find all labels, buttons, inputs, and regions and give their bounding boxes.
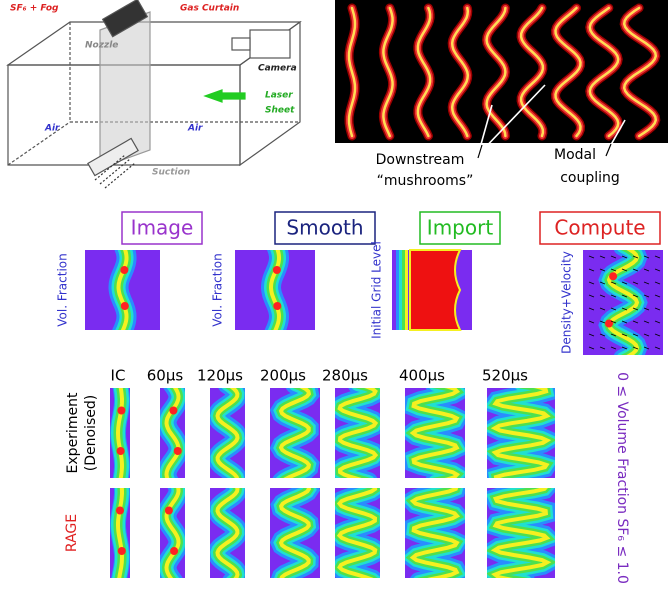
time-label: 400µs (399, 367, 445, 385)
grid-import (392, 250, 472, 330)
plume-core (273, 302, 281, 310)
plume-panel (110, 484, 130, 582)
laser-arrow (205, 90, 245, 102)
plume-core (121, 302, 129, 310)
plume-panel (487, 384, 555, 482)
gas-label: SF₆ + Fog (10, 4, 59, 14)
plume-core (116, 507, 124, 515)
camera-lens (232, 38, 250, 50)
annotation: Downstream (376, 152, 465, 168)
air-label: Air (44, 124, 60, 134)
annotation: Modal (554, 147, 596, 163)
time-label: 60µs (147, 367, 184, 385)
annotation: coupling (560, 170, 620, 186)
side-label: Vol. Fraction (56, 253, 70, 326)
plume-panel (405, 484, 465, 582)
nozzle-label: Nozzle (85, 41, 118, 51)
plume-core (120, 266, 128, 274)
plume-core (169, 407, 177, 415)
plume-panel (235, 246, 315, 334)
grid-band (396, 250, 399, 330)
plume-panel (160, 384, 185, 482)
camera-body (250, 30, 290, 58)
laser-label: Sheet (265, 106, 295, 116)
plume-core (605, 320, 613, 328)
arrow-tail (606, 144, 611, 156)
grid-region (410, 250, 460, 330)
row-label: Experiment (65, 392, 81, 473)
photo-annotations: Downstream “mushrooms” Modal coupling (376, 147, 620, 189)
time-label: IC (111, 367, 126, 385)
side-label: Initial Grid Level (370, 241, 384, 339)
curtain-label: Gas Curtain (180, 4, 239, 14)
plume-panel (210, 484, 245, 582)
plume-panel (270, 384, 320, 482)
step-title: Import (427, 216, 494, 240)
plume-core (118, 547, 126, 555)
plume-panel (110, 384, 130, 482)
time-label: 200µs (260, 367, 306, 385)
step-title: Compute (554, 216, 645, 240)
colorbar-label: 0 ≤ Volume Fraction SF₆ ≤ 1.0 (614, 372, 630, 584)
plume-panel (487, 484, 555, 582)
grid-band (402, 250, 405, 330)
plume-panel (270, 484, 320, 582)
plume-panel (583, 246, 663, 359)
side-label: Vol. Fraction (211, 253, 225, 326)
plume-core (170, 547, 178, 555)
suction-label: Suction (152, 168, 190, 178)
air-label: Air (187, 124, 203, 134)
figure: SF₆ + Fog Gas Curtain Nozzle Camera Lase… (0, 0, 671, 592)
setup-diagram (8, 0, 300, 188)
plume-panel (405, 384, 465, 482)
plume-panel (85, 246, 160, 334)
plume-panel (335, 484, 380, 582)
plume-panel (160, 484, 185, 582)
plume-core (174, 447, 182, 455)
row-label: (Denoised) (83, 395, 99, 471)
comparison: IC 60µs 120µs 200µs 280µs 400µs 520µs Experimen… (64, 367, 630, 584)
plume-core (609, 272, 617, 280)
plume-core (117, 447, 125, 455)
grid-band (399, 250, 402, 330)
time-label: 280µs (322, 367, 368, 385)
laser-label: Laser (265, 91, 293, 101)
side-label: Density+Velocity (560, 251, 574, 354)
plume-core (117, 407, 125, 415)
grid-band (405, 250, 408, 330)
step-title: Smooth (286, 216, 363, 240)
camera-label: Camera (258, 64, 297, 74)
plume-panel (335, 384, 380, 482)
plume-core (273, 266, 281, 274)
time-label: 120µs (197, 367, 243, 385)
row-label: RAGE (64, 514, 80, 552)
step-title: Image (131, 216, 194, 240)
plume-panel (210, 384, 245, 482)
annotation: “mushrooms” (377, 173, 474, 189)
time-label: 520µs (482, 367, 528, 385)
plume-core (165, 507, 173, 515)
box-edge (8, 122, 70, 165)
pipeline: Image Vol. Fraction Smooth Vol. Fraction Imp… (56, 212, 664, 359)
